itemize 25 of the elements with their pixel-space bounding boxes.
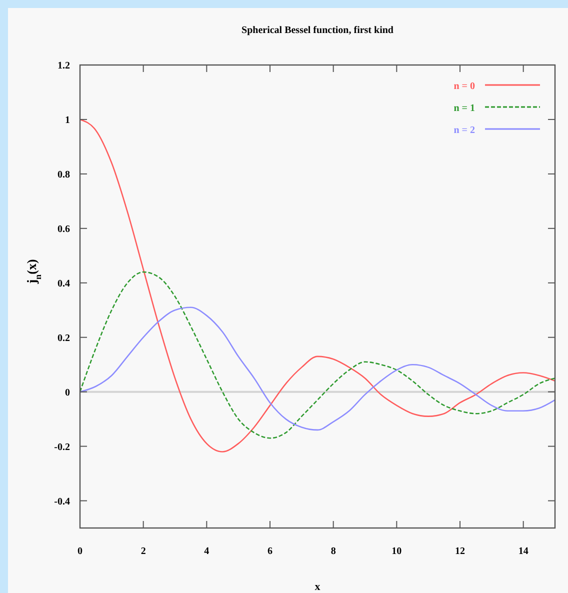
- x-axis-title: x: [314, 581, 321, 593]
- y-tick-label: 0: [65, 387, 70, 398]
- line-series: [79, 306, 556, 431]
- x-tick-label: 2: [140, 546, 146, 557]
- x-tick-label: 12: [455, 546, 465, 557]
- chart-title: Spherical Bessel function, first kind: [242, 25, 394, 36]
- x-tick-label: 6: [268, 546, 272, 557]
- x-tick-label: 14: [518, 546, 528, 557]
- x-tick-label: 8: [330, 546, 336, 557]
- y-tick-label: 0.8: [58, 169, 70, 180]
- y-tick-label: 1.2: [58, 60, 70, 72]
- x-tick-label: 4: [204, 546, 210, 557]
- y-tick-label: -0.2: [54, 442, 70, 453]
- y-tick-label: 1: [65, 114, 70, 126]
- y-tick-label: 0.4: [58, 278, 70, 290]
- y-tick-label: 0.6: [58, 224, 70, 235]
- line-series: [79, 118, 556, 452]
- text: n = 0: [454, 81, 475, 92]
- x-tick-label: 10: [392, 546, 402, 557]
- y-tick-label: 0.2: [58, 332, 70, 344]
- x-tick-label: 0: [78, 546, 82, 557]
- text: n = 2: [454, 125, 475, 136]
- y-tick-label: -0.4: [54, 496, 70, 508]
- text: n = 1: [454, 103, 475, 114]
- line-series: [79, 271, 556, 439]
